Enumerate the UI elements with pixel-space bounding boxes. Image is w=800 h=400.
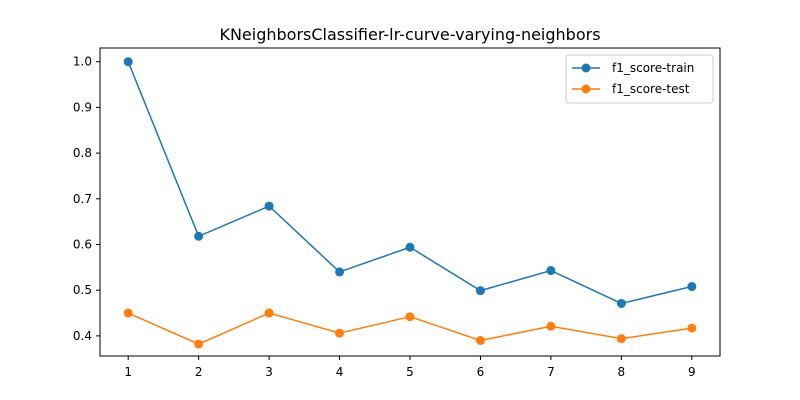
y-tick-label: 0.6 (73, 237, 92, 251)
y-tick-label: 0.8 (73, 146, 92, 160)
data-point-f1_score-test (687, 323, 697, 333)
x-tick-label: 9 (688, 365, 696, 379)
x-tick-label: 3 (265, 365, 273, 379)
data-point-f1_score-test (616, 334, 626, 344)
data-point-f1_score-test (194, 339, 204, 349)
y-axis: 0.4 0.5 0.6 0.7 0.8 0.9 1.0 (73, 55, 100, 343)
data-point-f1_score-train (335, 267, 345, 277)
data-point-f1_score-test (264, 308, 274, 318)
data-point-f1_score-train (405, 242, 415, 252)
x-tick-label: 2 (195, 365, 203, 379)
y-tick-label: 0.7 (73, 192, 92, 206)
series-layer (123, 57, 697, 349)
x-tick-label: 5 (406, 365, 414, 379)
x-tick-label: 1 (124, 365, 132, 379)
x-tick-label: 7 (547, 365, 555, 379)
data-point-f1_score-test (123, 308, 133, 318)
data-point-f1_score-test (405, 312, 415, 322)
legend-marker-f1_score-train (581, 63, 591, 73)
y-tick-label: 0.5 (73, 283, 92, 297)
data-point-f1_score-train (616, 298, 626, 308)
data-point-f1_score-test (335, 328, 345, 338)
legend-label: f1_score-test (612, 82, 690, 96)
x-axis: 1 2 3 4 5 6 7 8 9 (124, 356, 696, 379)
x-tick-label: 4 (336, 365, 344, 379)
legend-box (565, 54, 714, 104)
data-point-f1_score-train (264, 201, 274, 211)
data-point-f1_score-train (546, 266, 556, 276)
y-tick-label: 1.0 (73, 55, 92, 69)
data-point-f1_score-train (475, 286, 485, 296)
y-tick-label: 0.4 (73, 329, 92, 343)
data-point-f1_score-train (687, 282, 697, 292)
data-point-f1_score-test (475, 335, 485, 345)
data-point-f1_score-train (194, 231, 204, 241)
x-tick-label: 6 (477, 365, 485, 379)
x-tick-label: 8 (618, 365, 626, 379)
legend-label: f1_score-train (612, 61, 694, 75)
chart-title: KNeighborsClassifier-lr-curve-varying-ne… (219, 25, 600, 44)
data-point-f1_score-train (123, 57, 133, 67)
y-tick-label: 0.9 (73, 100, 92, 114)
data-point-f1_score-test (546, 321, 556, 331)
legend: f1_score-train f1_score-test (565, 54, 714, 104)
legend-marker-f1_score-test (581, 84, 591, 94)
